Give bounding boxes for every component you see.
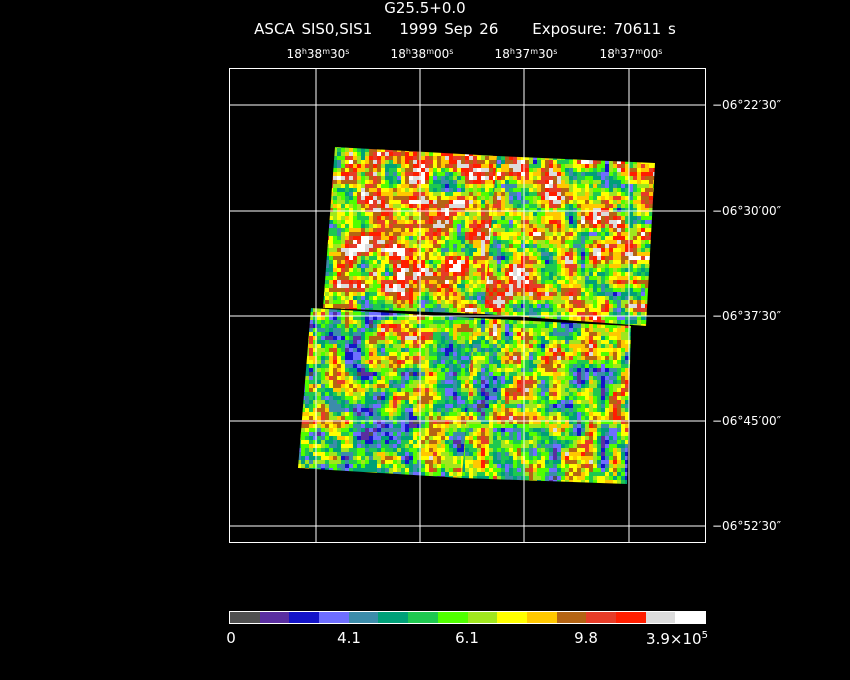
xray-image	[229, 68, 706, 543]
colorbar	[229, 611, 706, 624]
colorbar-swatch	[497, 612, 527, 623]
coordinate-grid	[229, 68, 706, 543]
colorbar-swatch	[645, 612, 676, 623]
exposure-label: Exposure: 70611 s	[532, 20, 676, 38]
colorbar-swatch	[526, 612, 557, 623]
colorbar-label: 9.8	[574, 631, 598, 646]
colorbar-swatch	[586, 612, 616, 623]
dec-tick-label: −06°45′00″	[712, 415, 781, 427]
colorbar-swatch	[319, 612, 349, 623]
colorbar-label: 6.1	[455, 631, 479, 646]
dec-tick-label: −06°22′30″	[712, 99, 781, 111]
ra-tick-label: 18h38m00s	[391, 48, 454, 61]
colorbar-swatch	[408, 612, 438, 623]
colorbar-swatch	[259, 612, 290, 623]
instrument-label: ASCA SIS0,SIS1	[254, 20, 372, 38]
detector-chip	[298, 308, 474, 478]
colorbar-label: 4.1	[337, 631, 361, 646]
dec-tick-label: −06°30′00″	[712, 205, 781, 217]
ra-tick-label: 18h37m00s	[600, 48, 663, 61]
colorbar-swatch	[378, 612, 409, 623]
detector-chip	[462, 318, 631, 484]
colorbar-swatch	[437, 612, 468, 623]
colorbar-label: 3.9×105	[646, 631, 708, 647]
colorbar-swatch	[348, 612, 379, 623]
plot-title: G25.5+0.0	[0, 1, 850, 16]
dec-tick-label: −06°37′30″	[712, 310, 781, 322]
plot-subtitle: ASCA SIS0,SIS1 1999 Sep 26 Exposure: 706…	[0, 22, 850, 37]
dec-tick-label: −06°52′30″	[712, 520, 781, 532]
colorbar-swatch	[289, 612, 320, 623]
observation-date: 1999 Sep 26	[399, 20, 498, 38]
colorbar-label: 0	[226, 631, 236, 646]
colorbar-swatch	[467, 612, 498, 623]
ra-tick-label: 18h38m30s	[287, 48, 350, 61]
image-frame	[229, 68, 706, 543]
colorbar-swatch	[615, 612, 646, 623]
colorbar-swatch	[556, 612, 587, 623]
ra-tick-label: 18h37m30s	[495, 48, 558, 61]
colorbar-swatch	[230, 612, 260, 623]
colorbar-swatch	[675, 612, 705, 623]
